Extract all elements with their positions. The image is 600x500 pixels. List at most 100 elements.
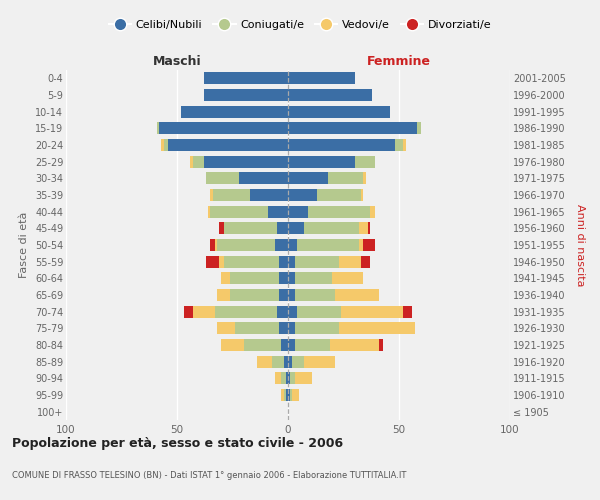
Bar (295, 372, 313, 384)
Bar (368, 222, 370, 234)
Bar (359, 222, 368, 234)
Bar (297, 239, 359, 251)
Bar (308, 206, 370, 218)
Bar (224, 222, 277, 234)
Bar (210, 206, 268, 218)
Bar (275, 372, 281, 384)
Bar (288, 206, 308, 218)
Bar (395, 139, 403, 151)
Bar (284, 356, 288, 368)
Bar (288, 339, 295, 351)
Bar (159, 122, 288, 134)
Bar (295, 339, 330, 351)
Bar (330, 339, 379, 351)
Bar (275, 239, 288, 251)
Bar (288, 239, 297, 251)
Bar (288, 306, 297, 318)
Bar (292, 389, 299, 401)
Bar (339, 322, 415, 334)
Bar (288, 189, 317, 201)
Bar (206, 172, 239, 184)
Bar (281, 389, 284, 401)
Bar (277, 222, 288, 234)
Bar (341, 306, 403, 318)
Bar (190, 156, 193, 168)
Bar (281, 372, 286, 384)
Bar (288, 72, 355, 85)
Text: COMUNE DI FRASSO TELESINO (BN) - Dati ISTAT 1° gennaio 2006 - Elaborazione TUTTI: COMUNE DI FRASSO TELESINO (BN) - Dati IS… (12, 471, 406, 480)
Bar (328, 172, 364, 184)
Bar (295, 272, 332, 284)
Bar (288, 289, 295, 301)
Bar (230, 289, 279, 301)
Bar (279, 289, 288, 301)
Bar (215, 239, 217, 251)
Bar (217, 289, 230, 301)
Bar (288, 222, 304, 234)
Bar (355, 156, 374, 168)
Bar (359, 239, 364, 251)
Bar (295, 256, 339, 268)
Legend: Celibi/Nubili, Coniugati/e, Vedovi/e, Divorziati/e: Celibi/Nubili, Coniugati/e, Vedovi/e, Di… (104, 16, 496, 34)
Bar (304, 222, 359, 234)
Bar (335, 289, 379, 301)
Bar (193, 156, 203, 168)
Text: Popolazione per età, sesso e stato civile - 2006: Popolazione per età, sesso e stato civil… (12, 437, 343, 450)
Bar (317, 189, 361, 201)
Bar (295, 289, 335, 301)
Bar (208, 206, 211, 218)
Bar (288, 272, 295, 284)
Bar (379, 339, 383, 351)
Bar (284, 389, 286, 401)
Bar (288, 389, 290, 401)
Bar (219, 256, 224, 268)
Bar (290, 389, 292, 401)
Text: Maschi: Maschi (152, 54, 202, 68)
Bar (239, 172, 288, 184)
Bar (417, 122, 421, 134)
Bar (279, 272, 288, 284)
Y-axis label: Anni di nascita: Anni di nascita (575, 204, 585, 286)
Bar (164, 139, 168, 151)
Bar (288, 322, 295, 334)
Bar (288, 356, 292, 368)
Y-axis label: Fasce di età: Fasce di età (19, 212, 29, 278)
Bar (288, 156, 355, 168)
Bar (281, 339, 288, 351)
Bar (210, 189, 212, 201)
Bar (304, 356, 335, 368)
Bar (290, 372, 295, 384)
Bar (184, 306, 193, 318)
Bar (364, 172, 366, 184)
Bar (161, 139, 164, 151)
Bar (332, 272, 364, 284)
Bar (288, 89, 373, 101)
Bar (181, 106, 288, 118)
Bar (157, 122, 159, 134)
Bar (288, 139, 395, 151)
Bar (288, 256, 295, 268)
Bar (288, 122, 417, 134)
Bar (217, 322, 235, 334)
Bar (224, 256, 279, 268)
Bar (361, 256, 370, 268)
Bar (370, 206, 374, 218)
Bar (206, 256, 219, 268)
Bar (286, 389, 288, 401)
Bar (268, 206, 288, 218)
Bar (215, 306, 277, 318)
Bar (217, 239, 275, 251)
Bar (288, 172, 328, 184)
Bar (193, 306, 215, 318)
Bar (203, 156, 288, 168)
Bar (339, 256, 361, 268)
Bar (168, 139, 288, 151)
Bar (250, 189, 288, 201)
Bar (203, 89, 288, 101)
Bar (288, 372, 290, 384)
Bar (279, 256, 288, 268)
Bar (272, 356, 284, 368)
Bar (286, 372, 288, 384)
Bar (288, 106, 390, 118)
Bar (212, 189, 250, 201)
